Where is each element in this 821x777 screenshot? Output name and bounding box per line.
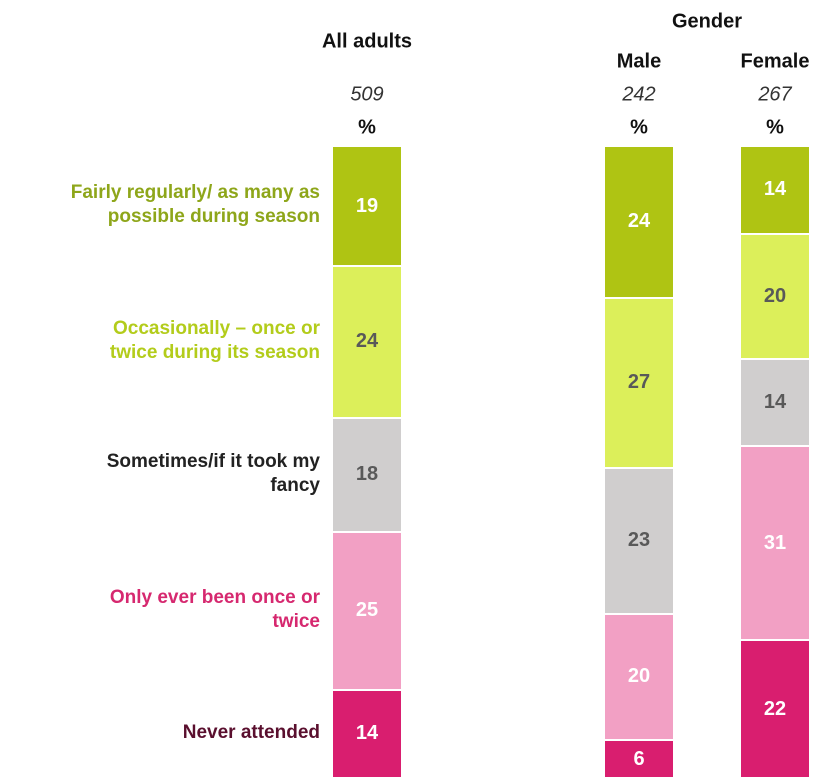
group-label: Gender (671, 10, 743, 33)
value-label: 27 (627, 371, 651, 394)
unit-label: % (766, 116, 784, 139)
value-label: 23 (627, 529, 651, 552)
value-label: 20 (763, 284, 787, 307)
bar-segment: 18 (333, 416, 401, 531)
value-label: 14 (763, 391, 787, 414)
column-label: Male (616, 50, 662, 73)
value-label: 6 (633, 747, 645, 770)
column-label: Female (740, 50, 810, 73)
bar-segment: 14 (741, 357, 809, 446)
value-label: 24 (355, 330, 379, 353)
column-label: All adults (321, 30, 413, 53)
bar-segment: 19 (333, 145, 401, 266)
value-label: 31 (763, 531, 787, 554)
base-size: 242 (622, 83, 656, 106)
legend-label: Fairly regularly/ as many as possible du… (70, 182, 320, 228)
unit-label: % (630, 116, 648, 139)
base-size: 509 (350, 83, 384, 106)
bar-segment: 22 (741, 639, 809, 777)
bar-segment: 31 (741, 445, 809, 640)
base-size: 267 (758, 83, 792, 106)
bar-segment: 23 (605, 467, 673, 613)
value-label: 25 (355, 599, 379, 622)
bar-segment: 14 (741, 145, 809, 233)
bar-segment: 6 (605, 739, 673, 777)
value-label: 20 (627, 665, 651, 688)
value-label: 18 (355, 463, 379, 486)
bar-segment: 14 (333, 688, 401, 777)
legend-label: Occasionally – once or twice during its … (109, 317, 320, 363)
legend-label: Only ever been once or twice (109, 586, 320, 632)
value-label: 22 (763, 697, 787, 720)
bar-segment: 20 (741, 232, 809, 358)
legend-label: Never attended (182, 721, 320, 743)
bar-segment: 24 (605, 145, 673, 297)
bar-segment: 25 (333, 530, 401, 689)
value-label: 14 (763, 178, 787, 201)
legend-label: Sometimes/if it took my fancy (106, 450, 320, 496)
bar-segment: 20 (605, 612, 673, 740)
unit-label: % (358, 116, 376, 139)
bar-segment: 24 (333, 265, 401, 417)
value-label: 14 (355, 722, 379, 745)
bar-segment: 27 (605, 296, 673, 468)
value-label: 24 (627, 210, 651, 233)
value-label: 19 (355, 194, 379, 217)
